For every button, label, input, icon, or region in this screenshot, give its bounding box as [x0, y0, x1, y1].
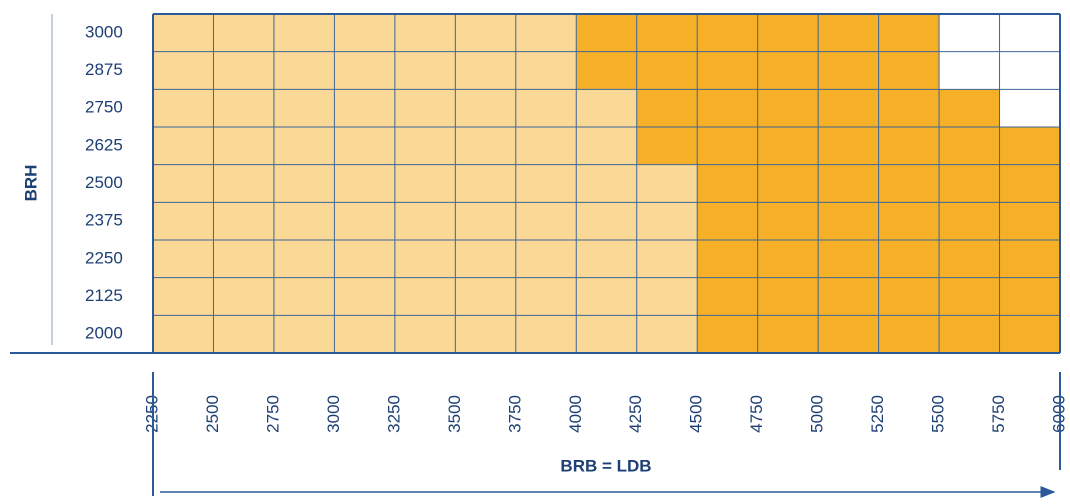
bar-segment	[153, 240, 698, 278]
y-tick-label: 2750	[85, 98, 123, 117]
y-tick-label: 2625	[85, 135, 123, 154]
x-tick-label: 3500	[445, 395, 464, 433]
y-tick-label: 2000	[85, 324, 123, 343]
x-tick-label: 2250	[142, 395, 161, 433]
y-tick-label: 2500	[85, 173, 123, 192]
labels: 3000 2875 2750 2625 2500 2375 2250 2125 2000 2250…	[85, 22, 1068, 433]
bar-segment	[153, 164, 698, 203]
y-tick-label: 2875	[85, 60, 123, 79]
x-tick-label: 3250	[384, 395, 403, 433]
y-axis-label: BRH	[21, 165, 40, 202]
x-tick-label: 4250	[626, 395, 645, 433]
x-tick-label: 2750	[263, 395, 282, 433]
bar-segment	[153, 277, 698, 316]
x-tick-label: 5500	[929, 395, 948, 433]
bar-segment	[153, 51, 577, 90]
x-tick-label: 3750	[505, 395, 524, 433]
grid	[10, 13, 1061, 354]
y-tick-label: 2125	[85, 286, 123, 305]
x-tick-label: 4000	[566, 395, 585, 433]
x-tick-label: 5000	[808, 395, 827, 433]
x-tick-label: 4500	[687, 395, 706, 433]
y-tick-label: 3000	[85, 22, 123, 41]
x-tick-label: 6000	[1049, 395, 1068, 433]
x-tick-label: 5250	[868, 395, 887, 433]
y-tick-label: 2375	[85, 211, 123, 230]
bar-segment	[153, 202, 698, 240]
x-axis-label: BRB = LDB	[560, 456, 651, 475]
bar-segment	[153, 14, 577, 52]
bar-segment	[153, 315, 698, 353]
bar-segment	[636, 127, 1060, 165]
x-tick-label: 2500	[203, 395, 222, 433]
cells	[153, 14, 1060, 353]
y-tick-label: 2250	[85, 248, 123, 267]
x-tick-label: 4750	[747, 395, 766, 433]
x-tick-label: 3000	[324, 395, 343, 433]
x-tick-label: 5750	[989, 395, 1008, 433]
